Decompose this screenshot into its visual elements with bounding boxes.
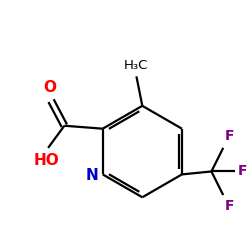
Text: F: F: [225, 130, 234, 143]
Text: O: O: [43, 80, 56, 95]
Text: HO: HO: [34, 153, 60, 168]
Text: H₃C: H₃C: [124, 58, 148, 71]
Text: N: N: [86, 168, 98, 184]
Text: F: F: [237, 164, 247, 178]
Text: F: F: [225, 200, 234, 213]
